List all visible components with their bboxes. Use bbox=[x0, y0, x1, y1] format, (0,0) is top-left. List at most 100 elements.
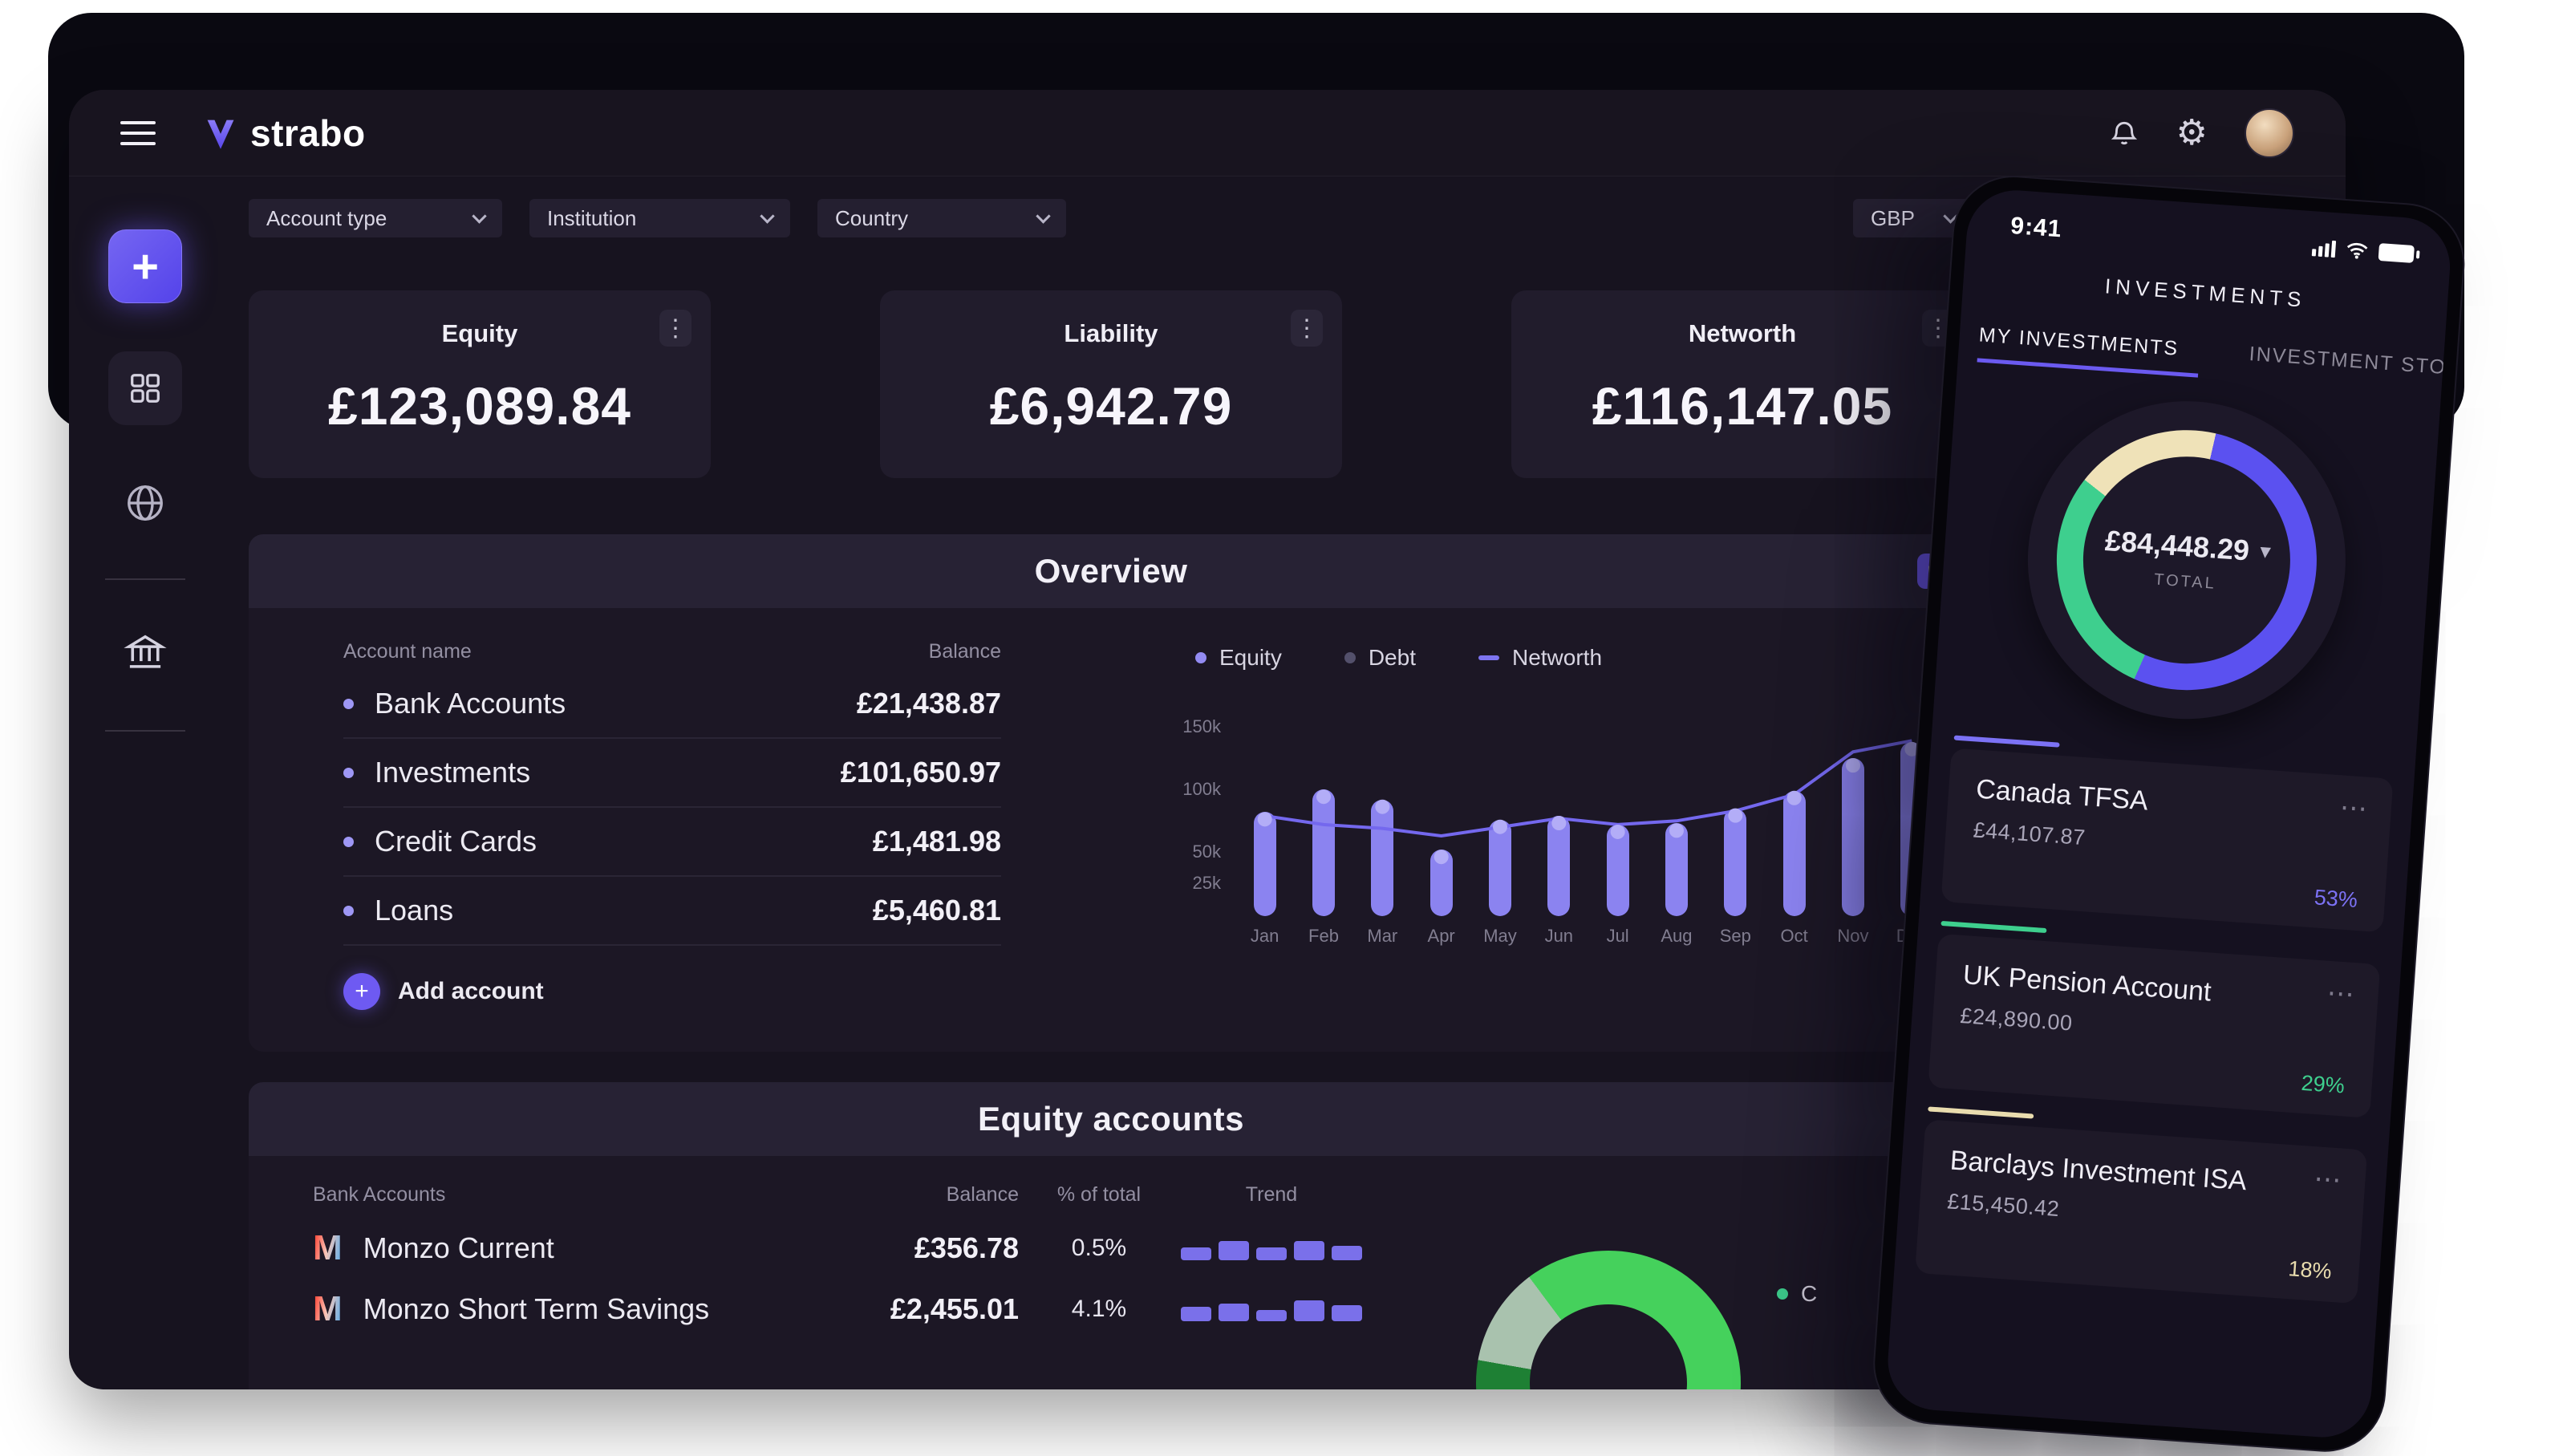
table-row-investments[interactable]: Investments £101,650.97 bbox=[343, 739, 1001, 808]
bell-icon[interactable] bbox=[2109, 117, 2139, 149]
tab-investment-store[interactable]: INVESTMENT STORE bbox=[2248, 343, 2454, 381]
total-dropdown[interactable]: £84,448.29 ▾ bbox=[2104, 524, 2272, 569]
country-dropdown[interactable]: Country bbox=[817, 199, 1066, 237]
legend-marker bbox=[1344, 652, 1356, 663]
column-pct-of-total: % of total bbox=[1056, 1183, 1142, 1206]
overview-bars bbox=[1235, 716, 1941, 916]
strabo-logo: strabo bbox=[202, 112, 366, 155]
table-row-bank-accounts[interactable]: Bank Accounts £21,438.87 bbox=[343, 670, 1001, 739]
column-bank-accounts: Bank Accounts bbox=[313, 1183, 446, 1206]
account-balance: £5,460.81 bbox=[872, 894, 1001, 927]
phone-page-title: INVESTMENTS bbox=[2104, 274, 2307, 312]
kebab-menu-icon[interactable]: ⋯ bbox=[2338, 792, 2369, 825]
account-name: Investments bbox=[375, 756, 531, 789]
left-sidebar: + bbox=[69, 176, 221, 1389]
equity-card: Equity £123,089.84 ⋮ bbox=[249, 290, 711, 478]
kebab-menu-icon[interactable]: ⋮ bbox=[659, 310, 691, 347]
top-navbar: strabo ⚙ bbox=[69, 90, 2346, 176]
overview-header: Overview bbox=[249, 534, 1973, 608]
monzo-logo: M bbox=[313, 1289, 343, 1328]
equity-donut-legend-item[interactable]: C bbox=[1777, 1281, 1817, 1307]
phone-time: 9:41 bbox=[2009, 212, 2063, 243]
battery-icon bbox=[2378, 242, 2415, 263]
hamburger-menu-icon[interactable] bbox=[120, 120, 156, 145]
phone-screen: 9:41 INVESTMENTS MY INVESTMENTS INVESTME… bbox=[1884, 187, 2454, 1441]
legend-marker bbox=[1478, 655, 1499, 660]
sidebar-globe-button[interactable] bbox=[124, 481, 167, 529]
legend-label: Networth bbox=[1511, 645, 1603, 670]
liability-card-value: £6,942.79 bbox=[989, 376, 1233, 436]
overview-yaxis: 150k 100k 50k 25k bbox=[1182, 716, 1221, 893]
plus-icon: + bbox=[132, 240, 159, 293]
sidebar-add-button[interactable]: + bbox=[108, 229, 182, 303]
chart-legend: Equity Debt Networth bbox=[1195, 645, 1941, 671]
networth-card-title: Networth bbox=[1688, 319, 1797, 347]
chevron-down-icon bbox=[472, 208, 487, 224]
equity-accounts-title: Equity accounts bbox=[978, 1100, 1244, 1138]
trend-sparkline bbox=[1179, 1297, 1364, 1321]
country-label: Country bbox=[835, 205, 909, 230]
account-name: Loans bbox=[375, 894, 454, 927]
account-balance: £2,455.01 bbox=[890, 1292, 1019, 1325]
table-row-loans[interactable]: Loans £5,460.81 bbox=[343, 877, 1001, 946]
tab-my-investments[interactable]: MY INVESTMENTS bbox=[1977, 323, 2200, 378]
bullet-dot bbox=[343, 698, 354, 709]
equity-accounts-header: Equity accounts bbox=[249, 1082, 1973, 1156]
kebab-menu-icon[interactable]: ⋯ bbox=[2313, 1163, 2342, 1196]
filter-bar: Account type Institution Country GBP bbox=[249, 199, 1973, 237]
table-row-monzo-current[interactable]: M Monzo Current £356.78 0.5% bbox=[313, 1218, 1941, 1279]
sidebar-dashboard-button[interactable] bbox=[108, 351, 182, 425]
account-name: Bank Accounts bbox=[375, 687, 566, 720]
account-balance: £356.78 bbox=[914, 1231, 1019, 1264]
bank-icon bbox=[124, 635, 167, 668]
liability-card: Liability £6,942.79 ⋮ bbox=[880, 290, 1342, 478]
total-value: £84,448.29 bbox=[2103, 523, 2251, 567]
legend-label: Equity bbox=[1219, 645, 1282, 670]
phone-mockup: 9:41 INVESTMENTS MY INVESTMENTS INVESTME… bbox=[1869, 172, 2469, 1456]
account-type-label: Account type bbox=[266, 205, 387, 230]
investment-cards-list: Canada TFSA £44,107.87 ⋯ 53% UK Pension … bbox=[1894, 735, 2414, 1306]
institution-dropdown[interactable]: Institution bbox=[529, 199, 790, 237]
kebab-menu-icon[interactable]: ⋮ bbox=[1291, 310, 1323, 347]
equity-table-header: Bank Accounts Balance % of total Trend bbox=[313, 1183, 1941, 1207]
card-canada-tfsa[interactable]: Canada TFSA £44,107.87 ⋯ 53% bbox=[1940, 735, 2394, 933]
add-account-label: Add account bbox=[398, 978, 544, 1004]
strabo-logo-icon bbox=[207, 120, 234, 149]
legend-item-networth[interactable]: Networth bbox=[1478, 645, 1602, 671]
card-uk-pension[interactable]: UK Pension Account £24,890.00 ⋯ 29% bbox=[1928, 920, 2381, 1118]
add-account-button[interactable]: + Add account bbox=[343, 973, 1001, 1010]
legend-item-equity[interactable]: Equity bbox=[1195, 645, 1282, 671]
column-balance: Balance bbox=[946, 1183, 1019, 1206]
overview-xaxis: JanFebMarAprMayJunJulAugSepOctNovDec bbox=[1250, 926, 1928, 946]
chevron-down-icon bbox=[760, 208, 775, 224]
sidebar-divider bbox=[105, 730, 185, 732]
bullet-dot bbox=[343, 905, 354, 916]
caret-down-icon: ▾ bbox=[2260, 540, 2271, 563]
monzo-logo: M bbox=[313, 1228, 343, 1267]
legend-item-debt[interactable]: Debt bbox=[1344, 645, 1416, 671]
phone-status-bar: 9:41 bbox=[1966, 209, 2451, 270]
institution-label: Institution bbox=[547, 205, 637, 230]
overview-panel: Overview Account name Balance Bank Accou… bbox=[249, 534, 1973, 1052]
legend-dot bbox=[1777, 1288, 1788, 1300]
sidebar-bank-button[interactable] bbox=[124, 631, 167, 679]
gear-icon[interactable]: ⚙ bbox=[2176, 112, 2208, 152]
account-pct: 0.5% bbox=[1071, 1235, 1127, 1261]
phone-donut-ring: £84,448.29 ▾ TOTAL bbox=[2048, 421, 2326, 700]
card-barclays-isa[interactable]: Barclays Investment ISA £15,450.42 ⋯ 18% bbox=[1915, 1106, 2368, 1304]
account-name: Monzo Current bbox=[363, 1231, 554, 1264]
main-content: Account type Institution Country GBP bbox=[221, 176, 1973, 1389]
networth-card-value: £116,147.05 bbox=[1592, 376, 1893, 436]
card-accent-line bbox=[1953, 735, 2060, 748]
wifi-icon bbox=[2346, 242, 2368, 259]
account-balance: £21,438.87 bbox=[856, 687, 1001, 720]
overview-title: Overview bbox=[1034, 552, 1188, 590]
currency-value: GBP bbox=[1871, 205, 1915, 230]
user-avatar[interactable] bbox=[2245, 107, 2294, 158]
logo-text: strabo bbox=[250, 112, 366, 154]
chevron-down-icon bbox=[1036, 208, 1051, 224]
account-type-dropdown[interactable]: Account type bbox=[249, 199, 502, 237]
table-row-credit-cards[interactable]: Credit Cards £1,481.98 bbox=[343, 808, 1001, 877]
kebab-menu-icon[interactable]: ⋯ bbox=[2326, 977, 2355, 1011]
card-pct: 29% bbox=[2300, 1070, 2346, 1098]
